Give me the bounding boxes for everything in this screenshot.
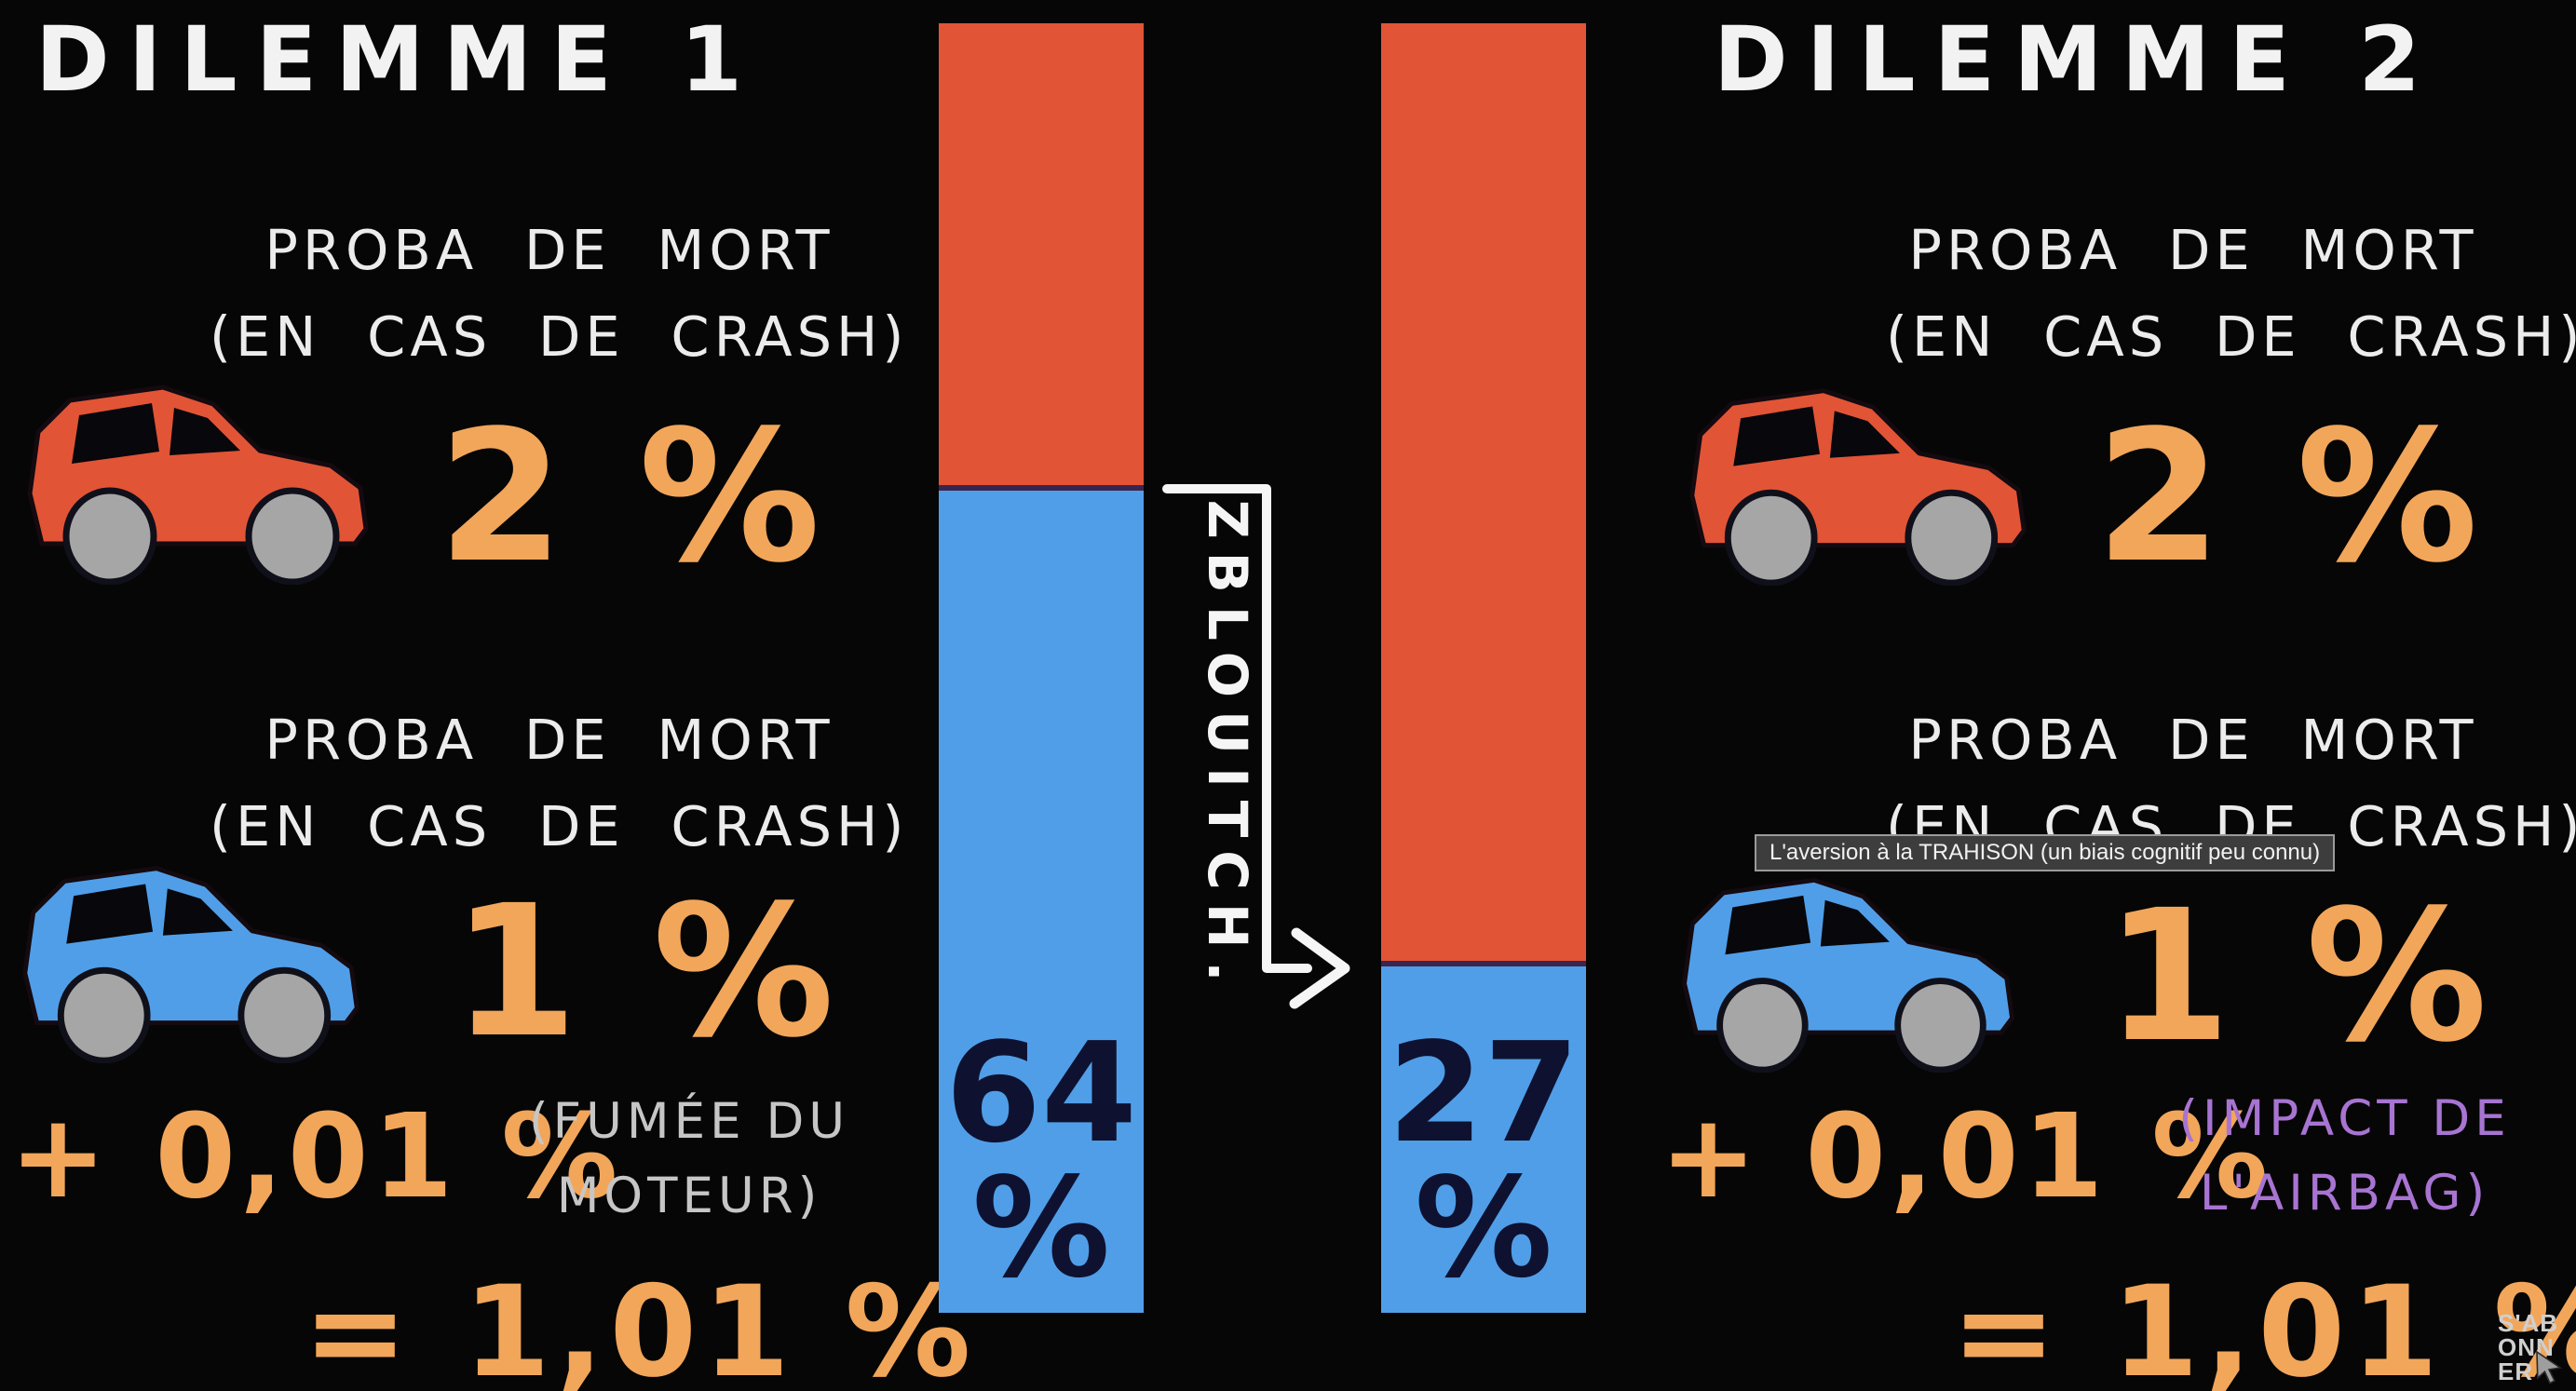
blue-car-icon: [22, 866, 359, 1063]
bar-label-value: 64: [945, 1012, 1137, 1173]
dilemme1-red-proba-label: PROBA DE MORT (EN CAS DE CRASH) :: [210, 207, 979, 380]
dilemme1-total: = 1,01 %: [303, 1259, 977, 1391]
subscribe-line1: S'AB: [2498, 1309, 2559, 1337]
blue-car-icon: [1682, 877, 2014, 1073]
note-line1: (FUMÉE DU: [528, 1093, 850, 1150]
dilemme1-title: DILEMME 1: [35, 7, 762, 112]
note-line1: (IMPACT DE: [2178, 1090, 2511, 1147]
subscribe-watermark-button[interactable]: S'AB ONN ER: [2498, 1311, 2558, 1384]
proba-line2: (EN CAS DE CRASH) :: [210, 794, 979, 859]
bar-label-unit: %: [971, 1147, 1111, 1308]
note-line2: L'AIRBAG): [2199, 1164, 2490, 1222]
bar-dilemme1-blue-segment: 64 %: [939, 485, 1144, 1313]
dilemme2-addition: + 0,01 %: [1660, 1089, 2272, 1224]
dilemme2-addition-note: (IMPACT DE L'AIRBAG): [2161, 1082, 2529, 1230]
proba-line1: PROBA DE MORT: [264, 218, 834, 282]
subscribe-line2: ONN: [2498, 1333, 2555, 1361]
red-car-icon: [27, 385, 369, 585]
dilemme1-addition-note: (FUMÉE DU MOTEUR): [503, 1085, 875, 1233]
bar-label-unit: %: [1414, 1147, 1553, 1308]
bar-dilemme1-red-segment: [939, 23, 1144, 486]
cursor-icon: [2536, 1350, 2563, 1384]
bar-dilemme2-label: 27 %: [1381, 1012, 1586, 1308]
dilemme1-addition: + 0,01 %: [9, 1089, 622, 1224]
dilemme1-blue-value: 1 %: [452, 866, 840, 1077]
dilemme2-red-value: 2 %: [2095, 391, 2484, 602]
dilemme2-blue-value: 1 %: [2105, 871, 2493, 1082]
proba-line1: PROBA DE MORT: [264, 708, 834, 772]
note-line2: MOTEUR): [556, 1167, 822, 1224]
dilemme2-title: DILEMME 2: [1714, 7, 2440, 112]
bar-dilemme2-red-segment: [1381, 23, 1586, 961]
bar-label-value: 27: [1388, 1012, 1579, 1173]
bar-dilemme2: 27 %: [1381, 23, 1586, 1313]
dilemme2-total: = 1,01 %: [1951, 1259, 2576, 1391]
video-title-tooltip: L'aversion à la TRAHISON (un biais cogni…: [1755, 834, 2336, 871]
bar-dilemme1: 64 %: [939, 23, 1144, 1313]
bar-dilemme1-label: 64 %: [939, 1012, 1144, 1308]
proba-line2: (EN CAS DE CRASH) :: [210, 304, 979, 370]
red-car-icon: [1689, 388, 2027, 586]
bar-dilemme2-blue-segment: 27 %: [1381, 960, 1586, 1313]
proba-line2: (EN CAS DE CRASH) :: [1886, 304, 2576, 370]
proba-line1: PROBA DE MORT: [1908, 708, 2478, 772]
dilemme2-red-proba-label: PROBA DE MORT (EN CAS DE CRASH) :: [1886, 207, 2576, 380]
dilemme1-blue-proba-label: PROBA DE MORT (EN CAS DE CRASH) :: [210, 696, 979, 870]
proba-line1: PROBA DE MORT: [1908, 218, 2478, 282]
zblouitch-annotation: ZBLOUITCH.: [1196, 499, 1259, 995]
dilemme1-red-value: 2 %: [438, 391, 826, 602]
subscribe-line3: ER: [2498, 1357, 2534, 1385]
